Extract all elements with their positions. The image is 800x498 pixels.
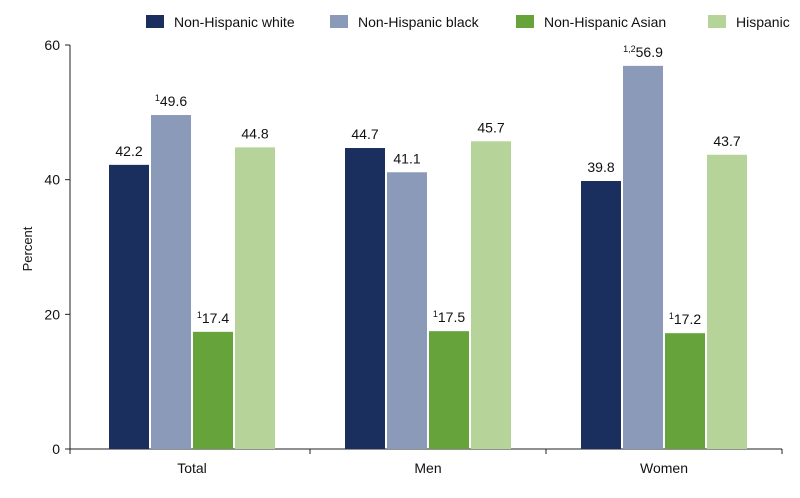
data-label: 39.8 xyxy=(587,159,614,175)
data-label: 41.1 xyxy=(393,150,420,166)
y-axis: Percent 0 20 40 60 xyxy=(20,37,71,457)
legend-label: Hispanic xyxy=(736,14,790,30)
bar xyxy=(151,115,191,449)
x-category-label: Total xyxy=(177,460,207,476)
legend-swatch xyxy=(146,15,164,28)
legend-label: Non-Hispanic black xyxy=(358,14,480,30)
x-category-label: Men xyxy=(414,460,441,476)
y-tick-label: 40 xyxy=(44,172,60,188)
bar xyxy=(665,333,705,449)
bar xyxy=(387,172,427,449)
footnote-marker: 1,2 xyxy=(623,44,636,54)
bar xyxy=(235,147,275,449)
data-label-value: 17.2 xyxy=(674,311,701,327)
legend-item: Non-Hispanic black xyxy=(330,14,480,30)
bar xyxy=(471,141,511,449)
bar xyxy=(429,331,469,449)
footnote-marker: 1 xyxy=(197,310,202,320)
data-label: 1,256.9 xyxy=(623,44,663,60)
legend-swatch xyxy=(708,15,726,28)
data-label: 44.8 xyxy=(241,125,268,141)
data-label: 44.7 xyxy=(351,126,378,142)
x-axis: Total Men Women xyxy=(69,448,783,476)
legend: Non-Hispanic white Non-Hispanic black Non-… xyxy=(146,14,790,30)
bar xyxy=(581,181,621,449)
legend-item: Non-Hispanic Asian xyxy=(516,14,666,30)
legend-swatch xyxy=(330,15,348,28)
footnote-marker: 1 xyxy=(669,311,674,321)
data-label: 42.2 xyxy=(115,143,142,159)
data-label: 43.7 xyxy=(713,133,740,149)
x-category-label: Women xyxy=(640,460,688,476)
y-tick-label: 60 xyxy=(44,37,60,53)
data-label: 117.4 xyxy=(197,310,229,326)
bar xyxy=(623,65,663,449)
data-label-value: 49.6 xyxy=(160,93,187,109)
legend-item: Hispanic xyxy=(708,14,790,30)
footnote-marker: 1 xyxy=(433,309,438,319)
y-tick-label: 20 xyxy=(44,306,60,322)
legend-label: Non-Hispanic white xyxy=(174,14,295,30)
data-label: 45.7 xyxy=(477,119,504,135)
bars xyxy=(109,65,747,449)
legend-swatch xyxy=(516,15,534,28)
data-label-value: 17.4 xyxy=(202,310,229,326)
bar xyxy=(193,331,233,449)
legend-item: Non-Hispanic white xyxy=(146,14,295,30)
data-label: 117.2 xyxy=(669,311,701,327)
footnote-marker: 1 xyxy=(155,93,160,103)
legend-label: Non-Hispanic Asian xyxy=(544,14,666,30)
y-axis-label: Percent xyxy=(20,226,35,271)
bar xyxy=(109,164,149,449)
data-label: 149.6 xyxy=(155,93,187,109)
data-label: 117.5 xyxy=(433,309,465,325)
bar xyxy=(707,154,747,449)
y-tick-label: 0 xyxy=(52,441,60,457)
data-label-value: 56.9 xyxy=(636,44,663,60)
data-label-value: 17.5 xyxy=(438,309,465,325)
bar xyxy=(345,148,385,449)
